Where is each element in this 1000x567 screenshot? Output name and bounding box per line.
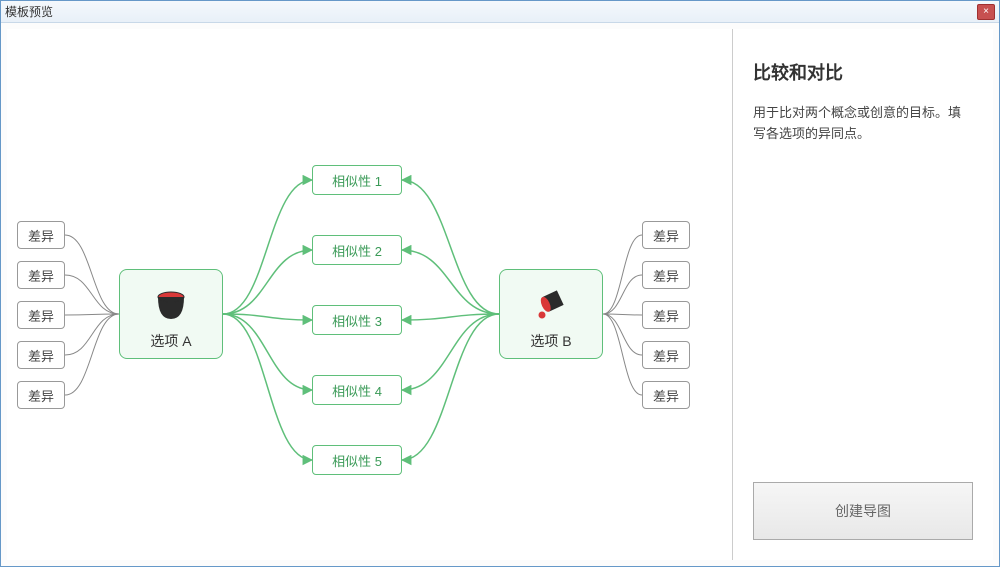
create-button[interactable]: 创建导图: [753, 482, 973, 540]
paint-spill-icon: [531, 285, 571, 325]
diff-left-4: 差异: [17, 381, 65, 409]
similarity-4: 相似性 5: [312, 445, 402, 475]
option-b-node: 选项 B: [499, 269, 603, 359]
window-title: 模板预览: [5, 3, 977, 20]
create-button-label: 创建导图: [835, 501, 891, 521]
diff-right-1: 差异: [642, 261, 690, 289]
option-a-node: 选项 A: [119, 269, 223, 359]
close-button[interactable]: ×: [977, 4, 995, 20]
sidebar-heading: 比较和对比: [753, 59, 973, 85]
option-b-label: 选项 B: [530, 331, 571, 351]
diff-right-4: 差异: [642, 381, 690, 409]
window-body: 差异差异差异差异差异差异差异差异差异差异选项 A选项 B相似性 1相似性 2相似…: [1, 23, 999, 566]
window: 模板预览 × 差异差异差异差异差异差异差异差异差异差异选项 A选项 B相似性 1…: [0, 0, 1000, 567]
similarity-3: 相似性 4: [312, 375, 402, 405]
titlebar: 模板预览 ×: [1, 1, 999, 23]
similarity-0: 相似性 1: [312, 165, 402, 195]
edges-layer: [7, 29, 727, 559]
sidebar: 比较和对比 用于比对两个概念或创意的目标。填写各选项的异同点。 创建导图: [733, 29, 993, 560]
similarity-1: 相似性 2: [312, 235, 402, 265]
diff-right-2: 差异: [642, 301, 690, 329]
diff-left-2: 差异: [17, 301, 65, 329]
diff-left-1: 差异: [17, 261, 65, 289]
sidebar-description: 用于比对两个概念或创意的目标。填写各选项的异同点。: [753, 103, 973, 145]
diff-left-3: 差异: [17, 341, 65, 369]
option-a-label: 选项 A: [150, 331, 191, 351]
bucket-red-icon: [151, 285, 191, 325]
close-icon: ×: [983, 6, 989, 17]
diff-right-0: 差异: [642, 221, 690, 249]
similarity-2: 相似性 3: [312, 305, 402, 335]
diagram-canvas: 差异差异差异差异差异差异差异差异差异差异选项 A选项 B相似性 1相似性 2相似…: [7, 29, 733, 560]
diff-left-0: 差异: [17, 221, 65, 249]
diff-right-3: 差异: [642, 341, 690, 369]
